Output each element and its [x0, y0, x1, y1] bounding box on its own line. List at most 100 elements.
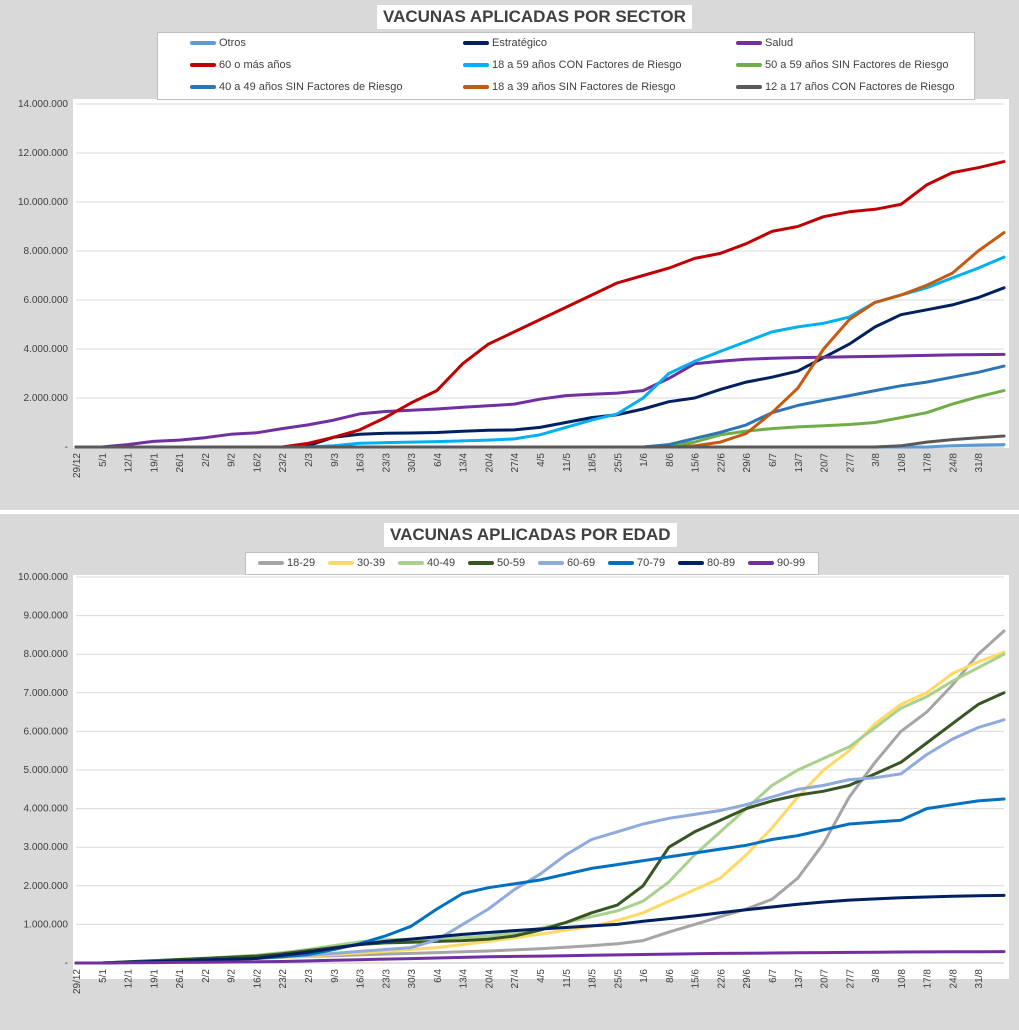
x-tick-label: 20/4: [484, 969, 495, 989]
legend-item-estrategico: Estratégico: [463, 35, 547, 51]
x-tick-label: 11/5: [562, 969, 573, 988]
legend-item-40-49: 40-49: [398, 555, 455, 571]
legend-swatch: [398, 561, 424, 566]
legend-label: 40 a 49 años SIN Factores de Riesgo: [219, 81, 403, 93]
x-tick-label: 13/7: [794, 969, 805, 989]
x-tick-label: 13/7: [794, 453, 805, 473]
x-tick-label: 20/7: [820, 969, 831, 989]
x-tick-label: 23/2: [278, 453, 289, 473]
series-line-30-39: [74, 650, 1006, 965]
sector-chart-title: VACUNAS APLICADAS POR SECTOR: [377, 5, 692, 29]
x-tick-label: 27/4: [510, 969, 521, 989]
x-tick-label: 6/7: [768, 453, 779, 467]
legend-label: 12 a 17 años CON Factores de Riesgo: [765, 81, 955, 93]
x-tick-label: 26/1: [175, 969, 186, 989]
y-tick-label: 4.000.000: [24, 804, 69, 815]
y-tick-label: 9.000.000: [24, 611, 69, 622]
legend-label: 50-59: [497, 557, 526, 569]
x-tick-label: 27/7: [845, 453, 856, 473]
y-tick-label: -: [65, 442, 68, 453]
x-tick-label: 16/3: [356, 453, 367, 473]
x-tick-label: 19/1: [149, 969, 160, 989]
y-tick-label: 5.000.000: [24, 765, 69, 776]
y-tick-label: 6.000.000: [24, 295, 69, 306]
legend-label: 70-79: [637, 557, 666, 569]
x-tick-label: 9/2: [227, 969, 238, 983]
x-tick-label: 9/3: [330, 969, 341, 983]
panel-separator: [0, 510, 1019, 514]
y-tick-label: 10.000.000: [18, 197, 68, 208]
legend-label: 90-99: [777, 557, 806, 569]
x-tick-label: 10/8: [897, 969, 908, 989]
legend-label: 30-39: [357, 557, 386, 569]
legend-item-60-69: 60-69: [538, 555, 595, 571]
x-tick-label: 4/5: [536, 969, 547, 983]
legend-label: 18 a 59 años CON Factores de Riesgo: [492, 59, 682, 71]
legend-swatch: [463, 63, 489, 68]
x-tick-label: 12/1: [124, 969, 135, 989]
x-tick-label: 26/1: [175, 453, 186, 473]
legend-swatch: [748, 561, 774, 566]
series-line-18-a-39-anos-sin-factores-de-riesgo: [74, 231, 1006, 449]
x-tick-label: 20/4: [484, 453, 495, 473]
legend-item-salud: Salud: [736, 35, 793, 51]
series-line-60-69: [74, 718, 1006, 965]
x-tick-label: 29/6: [742, 453, 753, 473]
x-tick-label: 25/5: [613, 969, 624, 989]
y-tick-label: 12.000.000: [18, 148, 68, 159]
legend-swatch: [736, 63, 762, 68]
series-line-80-89: [74, 893, 1006, 965]
legend-item-otros: Otros: [190, 35, 246, 51]
x-tick-label: 15/6: [691, 453, 702, 473]
x-tick-label: 8/6: [665, 453, 676, 467]
x-tick-label: 22/6: [716, 969, 727, 989]
legend-swatch: [468, 561, 494, 566]
x-tick-label: 9/3: [330, 453, 341, 467]
sector-chart-panel: - 2.000.000 4.000.000 6.000.000 8.000.000 10.…: [0, 0, 1019, 510]
series-line-70-79: [74, 797, 1006, 965]
series-line-salud: [74, 352, 1006, 449]
legend-item-80-89: 80-89: [678, 555, 735, 571]
x-tick-label: 5/1: [98, 453, 109, 467]
y-tick-label: 8.000.000: [24, 246, 69, 257]
legend-item-90-99: 90-99: [748, 555, 805, 571]
x-tick-label: 19/1: [149, 453, 160, 473]
legend-swatch: [190, 85, 216, 90]
x-tick-label: 13/4: [459, 453, 470, 473]
x-tick-label: 29/12: [72, 453, 83, 478]
x-tick-label: 24/8: [948, 969, 959, 989]
legend-label: 60-69: [567, 557, 596, 569]
legend-item-30-39: 30-39: [328, 555, 385, 571]
age-chart-panel: - 1.000.000 2.000.000 3.000.000 4.000.000 5.0…: [0, 514, 1019, 1030]
legend-item-18-a-59-anos-con-factores-de-riesgo: 18 a 59 años CON Factores de Riesgo: [463, 57, 682, 73]
legend-swatch: [328, 561, 354, 566]
x-tick-label: 29/12: [72, 969, 83, 994]
x-tick-label: 17/8: [923, 969, 934, 989]
x-tick-label: 20/7: [820, 453, 831, 473]
x-tick-label: 16/2: [252, 969, 263, 989]
legend-label: 80-89: [707, 557, 736, 569]
legend-swatch: [190, 41, 216, 46]
legend-swatch: [608, 561, 634, 566]
x-tick-label: 6/4: [433, 969, 444, 983]
x-tick-label: 2/2: [201, 453, 212, 467]
legend-swatch: [190, 63, 216, 68]
x-tick-label: 23/3: [381, 453, 392, 473]
x-tick-label: 9/2: [227, 453, 238, 467]
age-chart-title: VACUNAS APLICADAS POR EDAD: [384, 523, 677, 547]
x-tick-label: 24/8: [948, 453, 959, 473]
x-tick-label: 31/8: [974, 453, 985, 473]
x-tick-label: 1/6: [639, 969, 650, 983]
legend-label: 18-29: [287, 557, 316, 569]
x-tick-label: 15/6: [691, 969, 702, 989]
x-tick-label: 1/6: [639, 453, 650, 467]
x-tick-label: 11/5: [562, 453, 573, 472]
x-tick-label: 17/8: [923, 453, 934, 473]
legend-item-50-59: 50-59: [468, 555, 525, 571]
legend-swatch: [463, 85, 489, 90]
y-tick-label: 10.000.000: [18, 572, 68, 583]
legend-swatch: [678, 561, 704, 566]
legend-label: 60 o más años: [219, 59, 292, 71]
legend-item-60-o-mas-anos: 60 o más años: [190, 57, 291, 73]
x-tick-label: 3/8: [871, 453, 882, 467]
